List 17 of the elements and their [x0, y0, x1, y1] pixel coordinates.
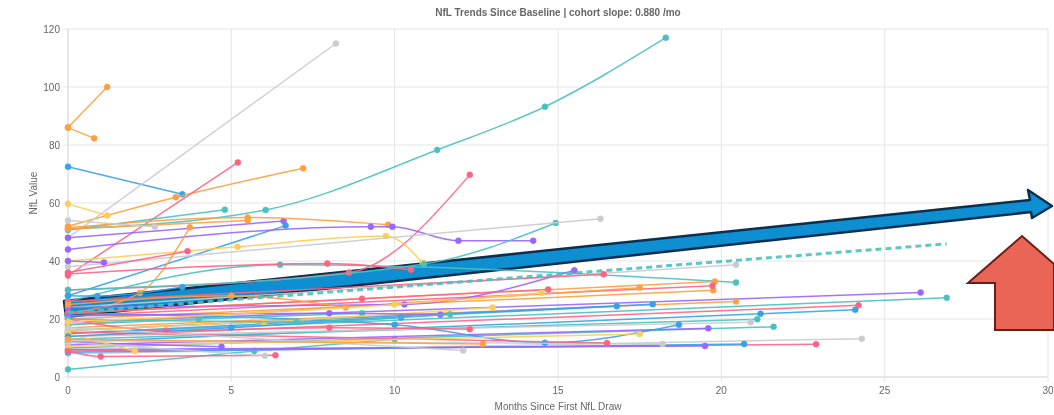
y-tick-label: 0 — [54, 371, 61, 383]
y-tick-label: 100 — [43, 81, 61, 93]
x-tick-label: 0 — [65, 385, 72, 396]
x-tick-label: 25 — [879, 385, 891, 396]
x-tick-label: 10 — [389, 385, 401, 396]
y-tick-label: 80 — [48, 139, 61, 151]
x-tick-label: 5 — [228, 385, 235, 396]
x-tick-label: 20 — [715, 385, 728, 396]
x-tick-label: 30 — [1042, 385, 1054, 396]
x-tick-label: 15 — [552, 385, 564, 396]
y-tick-label: 60 — [48, 197, 61, 209]
chart-title: NfL Trends Since Baseline | cohort slope: 0.880 /mo — [435, 7, 681, 18]
y-axis-title: NfL Value — [28, 171, 39, 215]
y-tick-label: 20 — [48, 313, 61, 325]
y-tick-label: 40 — [48, 255, 61, 267]
x-axis-title: Months Since First NfL Draw — [494, 401, 623, 412]
y-tick-label: 120 — [43, 23, 61, 35]
